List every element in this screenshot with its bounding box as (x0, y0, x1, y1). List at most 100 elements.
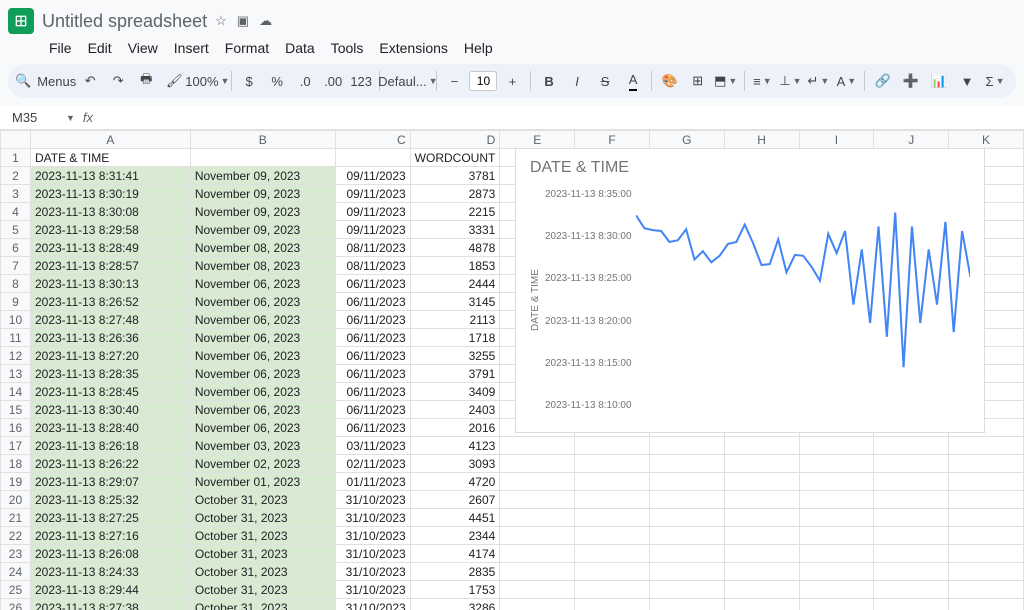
cloud-icon[interactable]: ☁ (259, 13, 272, 29)
cell-D9[interactable]: 3145 (410, 293, 500, 311)
halign-button[interactable]: ≡▼ (749, 68, 775, 94)
cell-A18[interactable]: 2023-11-13 8:26:22 (30, 455, 190, 473)
row-header-26[interactable]: 26 (1, 599, 31, 610)
cell-B16[interactable]: November 06, 2023 (190, 419, 335, 437)
cell-D8[interactable]: 2444 (410, 275, 500, 293)
row-header-16[interactable]: 16 (1, 419, 31, 437)
font-select[interactable]: Defaul...▼ (385, 68, 431, 94)
print-button[interactable]: 🖶 (133, 68, 159, 94)
cell-B7[interactable]: November 08, 2023 (190, 257, 335, 275)
cell-G23[interactable] (649, 545, 724, 563)
cell-A5[interactable]: 2023-11-13 8:29:58 (30, 221, 190, 239)
cell-D15[interactable]: 2403 (410, 401, 500, 419)
cell-D6[interactable]: 4878 (410, 239, 500, 257)
cell-C9[interactable]: 06/11/2023 (335, 293, 410, 311)
col-header-K[interactable]: K (949, 131, 1024, 149)
cell-B5[interactable]: November 09, 2023 (190, 221, 335, 239)
cell-B23[interactable]: October 31, 2023 (190, 545, 335, 563)
cell-A11[interactable]: 2023-11-13 8:26:36 (30, 329, 190, 347)
cell-K25[interactable] (949, 581, 1024, 599)
cell-D21[interactable]: 4451 (410, 509, 500, 527)
cell-K21[interactable] (949, 509, 1024, 527)
cell-B13[interactable]: November 06, 2023 (190, 365, 335, 383)
row-header-25[interactable]: 25 (1, 581, 31, 599)
cell-J21[interactable] (874, 509, 949, 527)
cell-F20[interactable] (575, 491, 650, 509)
cell-C18[interactable]: 02/11/2023 (335, 455, 410, 473)
percent-button[interactable]: % (264, 68, 290, 94)
cell-G22[interactable] (649, 527, 724, 545)
cell-C14[interactable]: 06/11/2023 (335, 383, 410, 401)
menu-tools[interactable]: Tools (324, 36, 371, 60)
cell-D5[interactable]: 3331 (410, 221, 500, 239)
cell-D17[interactable]: 4123 (410, 437, 500, 455)
cell-I25[interactable] (799, 581, 874, 599)
cell-A1[interactable]: DATE & TIME (30, 149, 190, 167)
row-header-6[interactable]: 6 (1, 239, 31, 257)
cell-C10[interactable]: 06/11/2023 (335, 311, 410, 329)
cell-F26[interactable] (575, 599, 650, 610)
cell-G19[interactable] (649, 473, 724, 491)
cell-A25[interactable]: 2023-11-13 8:29:44 (30, 581, 190, 599)
cell-C11[interactable]: 06/11/2023 (335, 329, 410, 347)
cell-A19[interactable]: 2023-11-13 8:29:07 (30, 473, 190, 491)
row-header-13[interactable]: 13 (1, 365, 31, 383)
cell-C26[interactable]: 31/10/2023 (335, 599, 410, 610)
row-header-10[interactable]: 10 (1, 311, 31, 329)
move-icon[interactable]: ▣ (237, 13, 249, 29)
cell-G18[interactable] (649, 455, 724, 473)
cell-G20[interactable] (649, 491, 724, 509)
cell-C7[interactable]: 08/11/2023 (335, 257, 410, 275)
cell-I23[interactable] (799, 545, 874, 563)
cell-G26[interactable] (649, 599, 724, 610)
cell-G17[interactable] (649, 437, 724, 455)
cell-F24[interactable] (575, 563, 650, 581)
decrease-decimal-button[interactable]: .0 (292, 68, 318, 94)
cell-D11[interactable]: 1718 (410, 329, 500, 347)
increase-fontsize-button[interactable]: + (499, 68, 525, 94)
cell-G24[interactable] (649, 563, 724, 581)
cell-H23[interactable] (724, 545, 799, 563)
doc-title[interactable]: Untitled spreadsheet (42, 11, 207, 32)
cell-C8[interactable]: 06/11/2023 (335, 275, 410, 293)
comment-button[interactable]: ➕ (898, 68, 924, 94)
menu-insert[interactable]: Insert (167, 36, 216, 60)
sheets-logo[interactable] (8, 8, 34, 34)
cell-B1[interactable] (190, 149, 335, 167)
row-header-17[interactable]: 17 (1, 437, 31, 455)
cell-D7[interactable]: 1853 (410, 257, 500, 275)
functions-button[interactable]: Σ▼ (982, 68, 1008, 94)
cell-B20[interactable]: October 31, 2023 (190, 491, 335, 509)
undo-button[interactable]: ↶ (77, 68, 103, 94)
cell-F22[interactable] (575, 527, 650, 545)
cell-B3[interactable]: November 09, 2023 (190, 185, 335, 203)
cell-D13[interactable]: 3791 (410, 365, 500, 383)
cell-B9[interactable]: November 06, 2023 (190, 293, 335, 311)
cell-B22[interactable]: October 31, 2023 (190, 527, 335, 545)
cell-C13[interactable]: 06/11/2023 (335, 365, 410, 383)
star-icon[interactable]: ☆ (215, 13, 227, 29)
cell-K19[interactable] (949, 473, 1024, 491)
row-header-4[interactable]: 4 (1, 203, 31, 221)
search-menus[interactable]: 🔍 Menus (16, 68, 75, 94)
cell-I19[interactable] (799, 473, 874, 491)
row-header-2[interactable]: 2 (1, 167, 31, 185)
cell-E26[interactable] (500, 599, 575, 610)
cell-A4[interactable]: 2023-11-13 8:30:08 (30, 203, 190, 221)
cell-B6[interactable]: November 08, 2023 (190, 239, 335, 257)
cell-D25[interactable]: 1753 (410, 581, 500, 599)
menu-format[interactable]: Format (218, 36, 276, 60)
cell-C25[interactable]: 31/10/2023 (335, 581, 410, 599)
cell-A9[interactable]: 2023-11-13 8:26:52 (30, 293, 190, 311)
cell-A26[interactable]: 2023-11-13 8:27:38 (30, 599, 190, 610)
row-header-5[interactable]: 5 (1, 221, 31, 239)
cell-G25[interactable] (649, 581, 724, 599)
cell-I17[interactable] (799, 437, 874, 455)
fontsize-input[interactable] (469, 71, 497, 91)
select-all-corner[interactable] (1, 131, 31, 149)
col-header-E[interactable]: E (500, 131, 575, 149)
cell-I22[interactable] (799, 527, 874, 545)
col-header-B[interactable]: B (190, 131, 335, 149)
cell-J20[interactable] (874, 491, 949, 509)
cell-D14[interactable]: 3409 (410, 383, 500, 401)
